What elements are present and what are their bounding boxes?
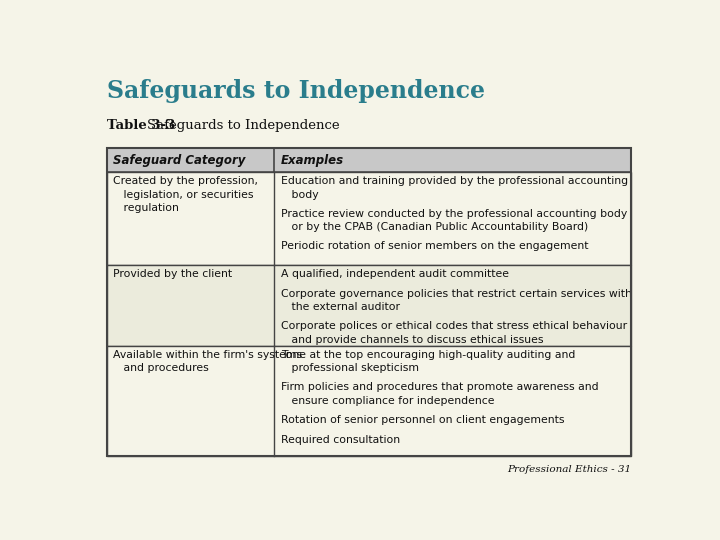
Text: Education and training provided by the professional accounting
   body: Education and training provided by the p… (281, 176, 628, 200)
Text: Safeguards to Independence: Safeguards to Independence (107, 79, 485, 103)
Text: Professional Ethics - 31: Professional Ethics - 31 (507, 465, 631, 474)
Bar (107, 148, 631, 172)
Bar (107, 265, 631, 346)
Text: Provided by the client: Provided by the client (114, 269, 233, 279)
Text: Corporate polices or ethical codes that stress ethical behaviour
   and provide : Corporate polices or ethical codes that … (281, 321, 627, 345)
Text: Examples: Examples (281, 153, 344, 166)
Text: Tone at the top encouraging high-quality auditing and
   professional skepticism: Tone at the top encouraging high-quality… (281, 350, 575, 374)
Text: A qualified, independent audit committee: A qualified, independent audit committee (281, 269, 509, 279)
Text: Required consultation: Required consultation (281, 435, 400, 444)
Text: Periodic rotation of senior members on the engagement: Periodic rotation of senior members on t… (281, 241, 588, 251)
Bar (107, 172, 631, 265)
Bar (107, 148, 631, 456)
Text: Firm policies and procedures that promote awareness and
   ensure compliance for: Firm policies and procedures that promot… (281, 382, 598, 406)
Text: Rotation of senior personnel on client engagements: Rotation of senior personnel on client e… (281, 415, 564, 425)
Text: Practice review conducted by the professional accounting body
   or by the CPAB : Practice review conducted by the profess… (281, 208, 627, 232)
Text: Safeguard Category: Safeguard Category (114, 153, 246, 166)
Bar (107, 346, 631, 456)
Text: Table 3-3: Table 3-3 (107, 119, 179, 132)
Text: Created by the profession,
   legislation, or securities
   regulation: Created by the profession, legislation, … (114, 176, 258, 213)
Text: Available within the firm's systems
   and procedures: Available within the firm's systems and … (114, 350, 302, 374)
Text: Safeguards to Independence: Safeguards to Independence (148, 119, 340, 132)
Text: Corporate governance policies that restrict certain services with
   the externa: Corporate governance policies that restr… (281, 289, 631, 312)
